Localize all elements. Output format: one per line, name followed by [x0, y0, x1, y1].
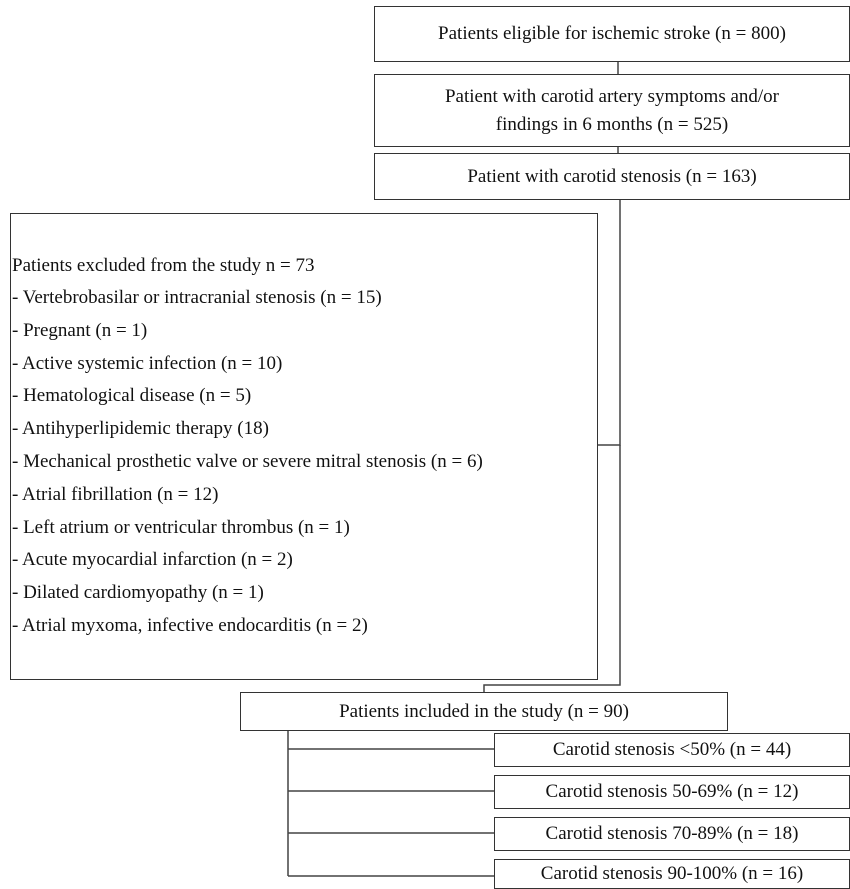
excluded-item: - Active systemic infection (n = 10)	[12, 352, 283, 374]
carotid-symptoms-line2: findings in 6 months (n = 525)	[495, 113, 729, 135]
excluded-title: Patients excluded from the study n = 73	[12, 255, 315, 276]
carotid-symptoms-line1: Patient with carotid artery symptoms and…	[444, 85, 779, 107]
group-label: Carotid stenosis <50% (n = 44)	[552, 739, 792, 760]
group-label: Carotid stenosis 70-89% (n = 18)	[545, 823, 799, 844]
excluded-item: - Left atrium or ventricular thrombus (n…	[12, 516, 350, 538]
group-label: Carotid stenosis 50-69% (n = 12)	[545, 781, 799, 802]
carotid-symptoms-box: Patient with carotid artery symptoms and…	[374, 74, 850, 147]
eligible-text: Patients eligible for ischemic stroke (n…	[438, 23, 786, 44]
carotid-stenosis-box: Patient with carotid stenosis (n = 163)	[374, 153, 850, 200]
excluded-item: - Hematological disease (n = 5)	[12, 385, 252, 407]
included-box: Patients included in the study (n = 90)	[240, 692, 728, 731]
group-box-lt50: Carotid stenosis <50% (n = 44)	[494, 733, 850, 767]
excluded-item: - Atrial myxoma, infective endocarditis …	[12, 614, 368, 636]
connector-stenosis-to-included	[483, 445, 621, 693]
group-label: Carotid stenosis 90-100% (n = 16)	[540, 863, 804, 884]
group-box-50-69: Carotid stenosis 50-69% (n = 12)	[494, 775, 850, 809]
excluded-box	[10, 213, 598, 680]
group-box-70-89: Carotid stenosis 70-89% (n = 18)	[494, 817, 850, 851]
excluded-list: - Vertebrobasilar or intracranial stenos…	[12, 284, 483, 645]
excluded-item: - Vertebrobasilar or intracranial stenos…	[12, 287, 382, 308]
connector-stenosis-to-excluded	[597, 199, 621, 446]
excluded-item: - Antihyperlipidemic therapy (18)	[12, 418, 269, 440]
carotid-stenosis-text: Patient with carotid stenosis (n = 163)	[467, 165, 757, 187]
excluded-item: - Dilated cardiomyopathy (n = 1)	[12, 582, 264, 604]
eligible-box: Patients eligible for ischemic stroke (n…	[374, 6, 850, 62]
excluded-item: - Acute myocardial infarction (n = 2)	[12, 549, 293, 571]
excluded-item: - Atrial fibrillation (n = 12)	[12, 483, 219, 505]
included-text: Patients included in the study (n = 90)	[339, 700, 629, 722]
excluded-item: - Mechanical prosthetic valve or severe …	[12, 450, 483, 472]
excluded-item: - Pregnant (n = 1)	[12, 319, 148, 341]
group-box-90-100: Carotid stenosis 90-100% (n = 16)	[494, 859, 850, 889]
